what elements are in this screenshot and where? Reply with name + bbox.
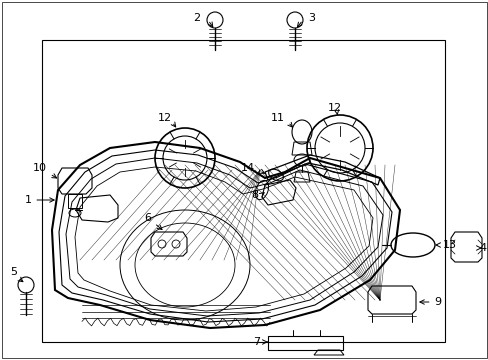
Text: 12: 12 xyxy=(158,113,172,123)
Text: 5: 5 xyxy=(10,267,17,277)
Bar xyxy=(42,40,444,342)
Text: 4: 4 xyxy=(479,243,486,253)
Text: 13: 13 xyxy=(435,240,456,250)
Text: 11: 11 xyxy=(270,113,285,123)
Text: 2: 2 xyxy=(192,13,200,23)
Text: 8: 8 xyxy=(250,190,258,200)
Text: 3: 3 xyxy=(307,13,314,23)
Text: 14: 14 xyxy=(241,163,254,173)
Text: 7: 7 xyxy=(252,337,260,347)
Text: 12: 12 xyxy=(327,103,342,113)
Text: 1: 1 xyxy=(24,195,54,205)
Text: 10: 10 xyxy=(33,163,57,178)
Text: 9: 9 xyxy=(419,297,441,307)
Text: 6: 6 xyxy=(144,213,162,230)
Bar xyxy=(267,336,342,350)
